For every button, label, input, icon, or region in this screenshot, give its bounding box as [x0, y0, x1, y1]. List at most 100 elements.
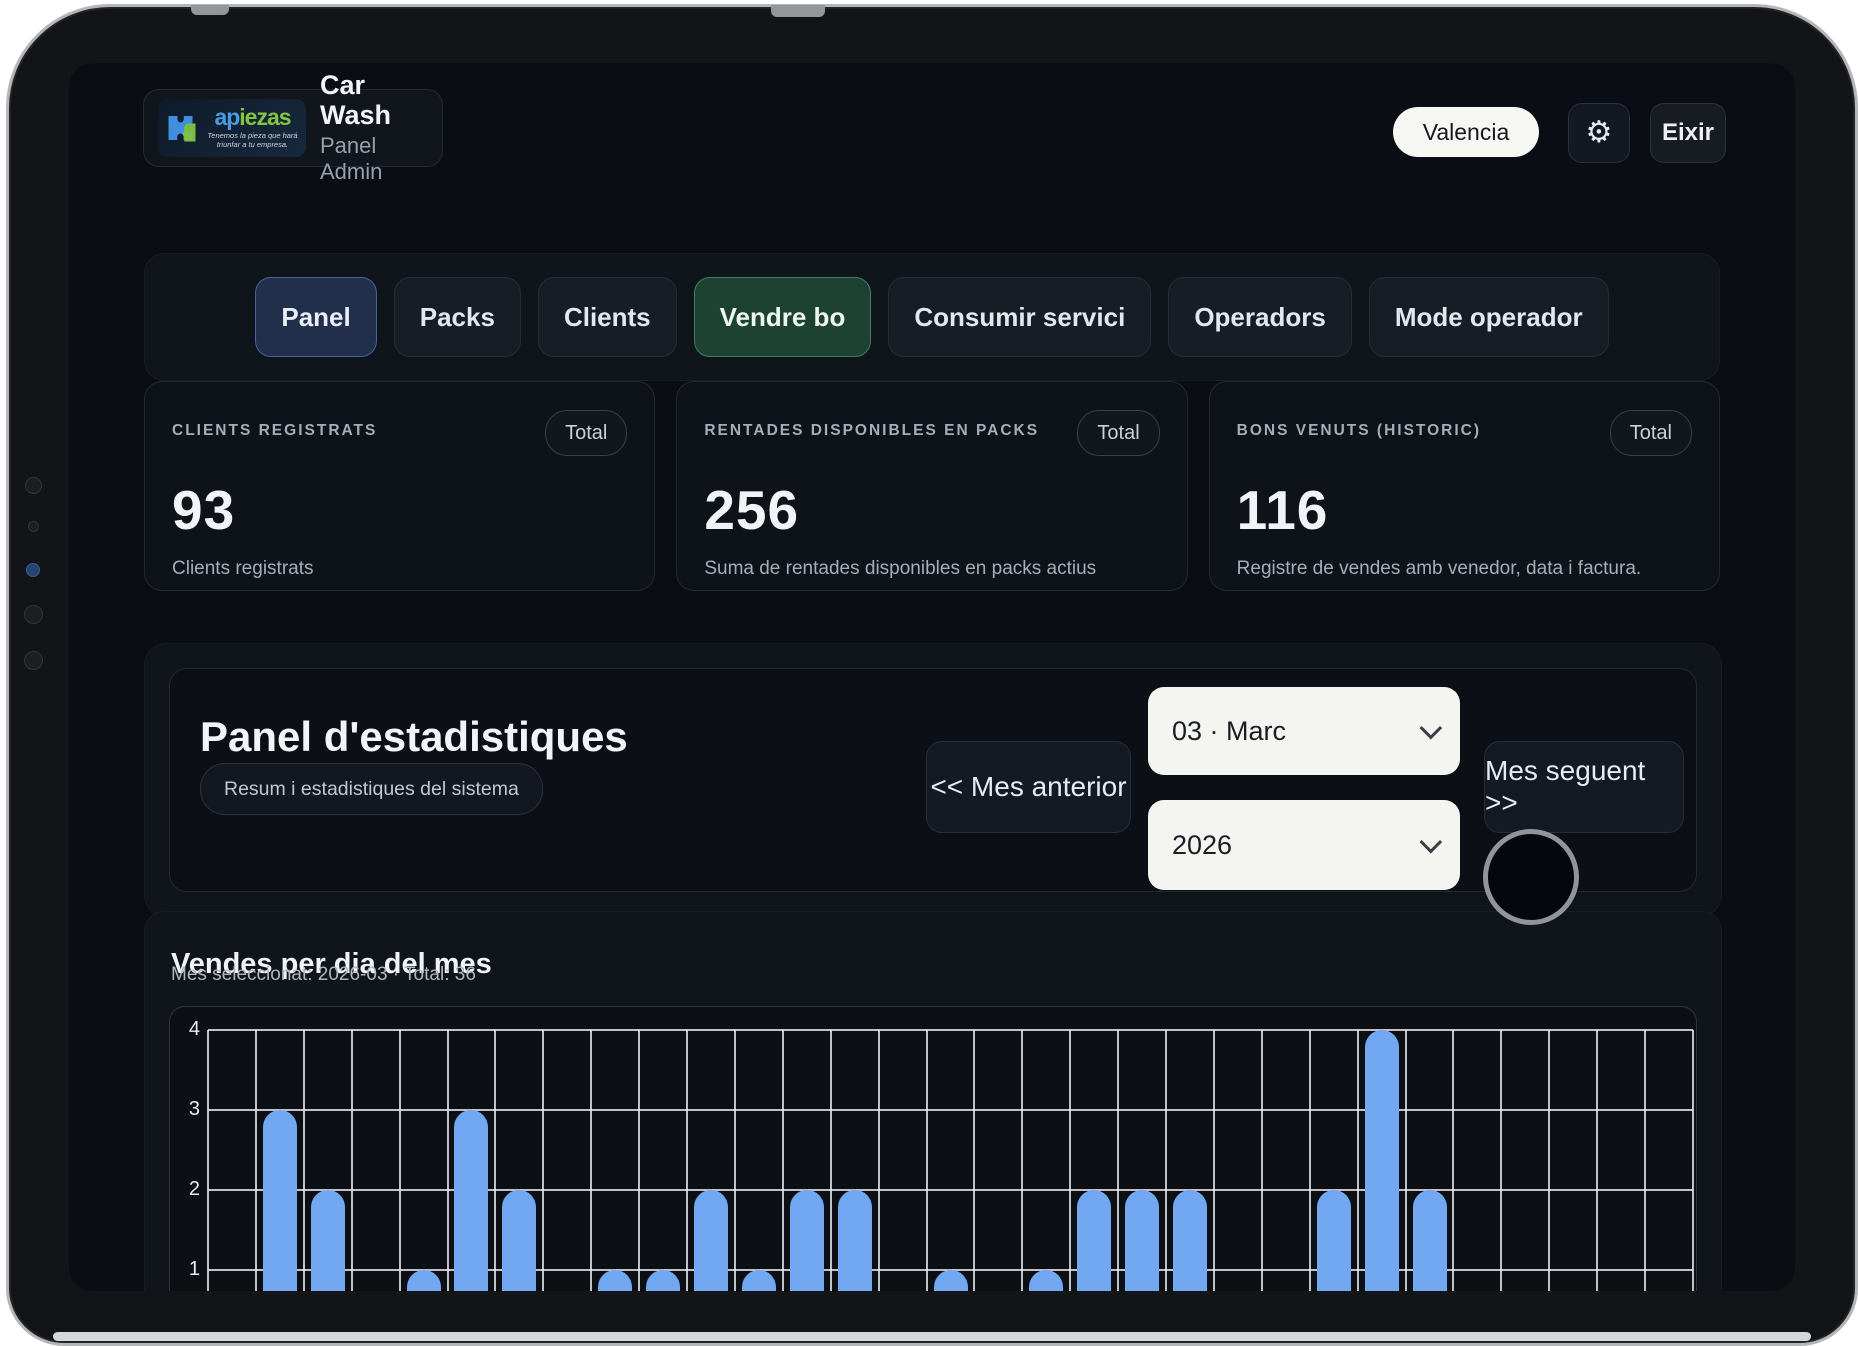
stats-panel-title: Panel d'estadistiques — [200, 713, 628, 761]
chart-bar-day-13 — [789, 1190, 824, 1291]
chart-bar-day-12 — [741, 1270, 776, 1291]
brand-wordmark: apiezas — [214, 104, 291, 131]
grid-vline — [1500, 1030, 1503, 1291]
app-screen: apiezas Tenemos la pieza que hará triunf… — [69, 63, 1795, 1291]
chevron-down-icon — [1419, 716, 1443, 740]
tab-clients[interactable]: Clients — [537, 277, 677, 357]
grid-vline — [1021, 1030, 1024, 1291]
tablet-side-button — [24, 651, 43, 670]
grid-vline — [733, 1030, 736, 1291]
tab-operadors[interactable]: Operadors — [1168, 277, 1352, 357]
grid-vline — [1356, 1030, 1359, 1291]
grid-vline — [973, 1030, 976, 1291]
chart-subtitle: Mes seleccionat: 2026-03 · Total: 36 — [171, 964, 476, 985]
app-subtitle: Panel Admin — [320, 133, 383, 185]
y-tick-label: 1 — [188, 1258, 200, 1280]
grid-vline — [398, 1030, 401, 1291]
month-select-value: 03 · Marc — [1172, 715, 1287, 746]
year-select-value: 2026 — [1172, 829, 1233, 860]
stat-card-value: 256 — [704, 479, 800, 541]
grid-vline — [638, 1030, 641, 1291]
tablet-side-button — [28, 521, 39, 532]
tab-consumir-servici[interactable]: Consumir servici — [888, 277, 1152, 357]
stat-card-description: Clients registrats — [172, 558, 314, 579]
y-tick-label: 3 — [188, 1098, 200, 1120]
grid-hline — [208, 1189, 1693, 1191]
apiezas-logo: apiezas Tenemos la pieza que hará triunf… — [158, 99, 306, 157]
chart-bar-day-16 — [933, 1270, 968, 1291]
grid-vline — [1212, 1030, 1215, 1291]
next-month-button[interactable]: Mes seguent >> — [1484, 741, 1684, 833]
tab-panel[interactable]: Panel — [255, 277, 377, 357]
tab-mode-operador[interactable]: Mode operador — [1368, 277, 1609, 357]
grid-vline — [1165, 1030, 1168, 1291]
month-select[interactable]: 03 · Marc — [1148, 687, 1460, 775]
grid-vline — [302, 1030, 305, 1291]
stat-card-description: Suma de rentades disponibles en packs ac… — [704, 558, 1097, 579]
grid-vline — [1692, 1030, 1694, 1291]
tab-vendre-bo[interactable]: Vendre bo — [693, 277, 872, 357]
grid-vline — [1548, 1030, 1551, 1291]
stat-card-bons-venuts: BONS VENUTS (HISTORIC) Total 116 Registr… — [1208, 381, 1720, 591]
chevron-down-icon — [1419, 830, 1443, 854]
app-logo-chip: apiezas Tenemos la pieza que hará triunf… — [143, 70, 443, 184]
tablet-side-button — [25, 477, 42, 494]
grid-vline — [877, 1030, 880, 1291]
puzzle-icon — [168, 116, 196, 142]
chart-title: Vendes per dia del mes — [171, 948, 492, 981]
chart-bar-day-18 — [1029, 1270, 1064, 1291]
brand-tagline: Tenemos la pieza que hará triunfar a tu … — [207, 131, 298, 149]
stat-card-rentades: RENTADES DISPONIBLES EN PACKS Total 256 … — [676, 381, 1188, 591]
chart-bar-day-25 — [1364, 1030, 1399, 1291]
chart-bar-day-14 — [837, 1190, 872, 1291]
chart-plot: 1 2 3 4 — [189, 1018, 1694, 1291]
exit-button[interactable]: Eixir — [1650, 103, 1726, 163]
chart-bar-day-11 — [693, 1190, 728, 1291]
grid-hline — [208, 1029, 1693, 1031]
grid-vline — [207, 1030, 209, 1291]
chart-bar-day-20 — [1125, 1190, 1160, 1291]
grid-vline — [1117, 1030, 1120, 1291]
chart-bar-day-21 — [1173, 1190, 1208, 1291]
grid-vline — [1644, 1030, 1647, 1291]
grid-vline — [494, 1030, 497, 1291]
stat-card-title: CLIENTS REGISTRATS — [172, 422, 378, 439]
grid-vline — [590, 1030, 593, 1291]
tablet-side-button — [24, 605, 43, 624]
tablet-top-button — [191, 5, 229, 15]
gear-icon: ⚙ — [1585, 116, 1613, 149]
stat-card-value: 116 — [1236, 479, 1329, 541]
chart-bar-day-10 — [646, 1270, 681, 1291]
tab-packs[interactable]: Packs — [393, 277, 521, 357]
touch-cursor-indicator — [1483, 829, 1579, 925]
y-tick-label: 4 — [188, 1018, 200, 1040]
tablet-camera-dot — [26, 563, 40, 577]
grid-vline — [1404, 1030, 1407, 1291]
grid-vline — [925, 1030, 928, 1291]
total-badge: Total — [1609, 410, 1692, 456]
stats-panel: Panel d'estadistiques Resum i estadistiq… — [144, 643, 1722, 917]
grid-vline — [1308, 1030, 1311, 1291]
location-button[interactable]: Valencia — [1393, 107, 1539, 157]
year-select[interactable]: 2026 — [1148, 800, 1460, 890]
grid-vline — [542, 1030, 545, 1291]
grid-hline — [208, 1109, 1693, 1111]
chart-bar-day-3 — [310, 1190, 345, 1291]
total-badge: Total — [1077, 410, 1160, 456]
previous-month-button[interactable]: << Mes anterior — [926, 741, 1131, 833]
grid-vline — [686, 1030, 689, 1291]
chart-card: 1 2 3 4 — [169, 1006, 1697, 1291]
stats-panel-card: Panel d'estadistiques Resum i estadistiq… — [169, 668, 1697, 892]
stat-card-description: Registre de vendes amb venedor, data i f… — [1236, 558, 1642, 579]
stat-card-clients: CLIENTS REGISTRATS Total 93 Clients regi… — [144, 381, 656, 591]
tablet-top-button — [771, 5, 825, 17]
chart-bar-day-2 — [262, 1110, 297, 1291]
grid-vline — [446, 1030, 449, 1291]
app-title: Car Wash — [320, 69, 392, 130]
total-badge: Total — [545, 410, 628, 456]
grid-vline — [781, 1030, 784, 1291]
grid-vline — [1260, 1030, 1263, 1291]
chart-bar-day-7 — [502, 1190, 537, 1291]
stats-cards-row: CLIENTS REGISTRATS Total 93 Clients regi… — [144, 381, 1720, 591]
settings-button[interactable]: ⚙ — [1568, 103, 1630, 163]
